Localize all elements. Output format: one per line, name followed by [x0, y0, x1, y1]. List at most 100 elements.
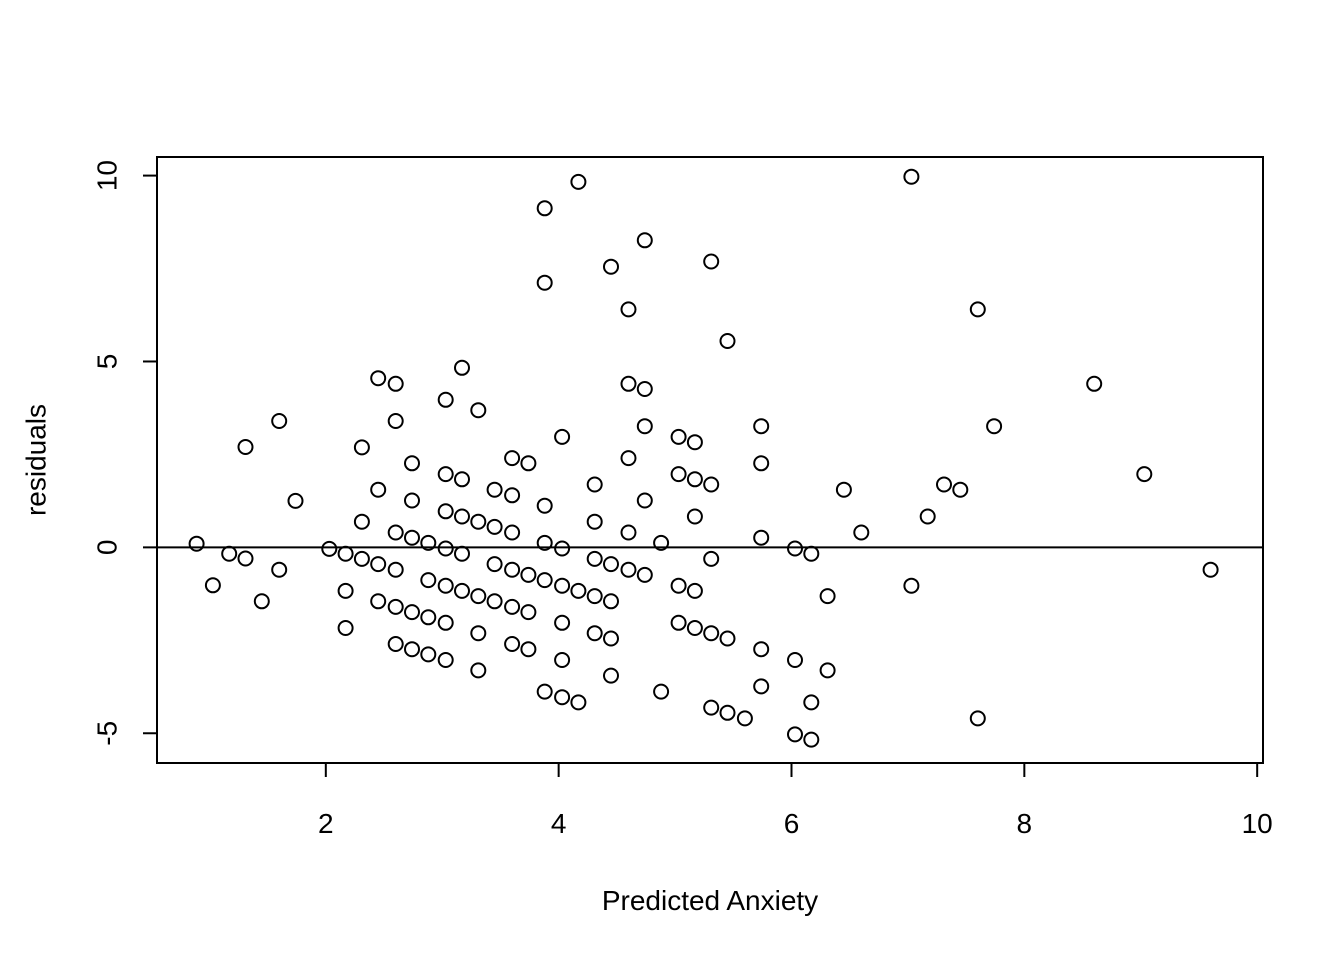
data-point [736, 710, 753, 727]
data-point [387, 375, 404, 392]
data-point [636, 566, 653, 583]
data-point [454, 545, 470, 562]
data-point [353, 513, 370, 530]
data-point [1202, 561, 1219, 578]
data-point [636, 492, 653, 509]
data-point [936, 476, 952, 493]
data-point [536, 683, 553, 700]
data-point [520, 641, 537, 658]
data-point [387, 636, 404, 652]
data-point [670, 577, 687, 594]
x-tick-label: 8 [1017, 808, 1033, 839]
data-point [853, 524, 870, 541]
data-point [903, 577, 920, 594]
y-tick-label: 10 [92, 160, 123, 191]
data-point [586, 588, 603, 605]
data-point [387, 561, 404, 578]
data-point [504, 636, 521, 652]
data-point [603, 667, 619, 684]
data-point [536, 274, 553, 291]
data-point [504, 561, 521, 578]
data-point [603, 258, 619, 275]
data-point [919, 508, 936, 525]
data-point [686, 582, 703, 599]
points-layer [188, 168, 1219, 748]
data-point [437, 577, 454, 594]
y-axis-label: residuals [21, 404, 52, 516]
data-point [753, 529, 770, 546]
data-point [554, 540, 571, 557]
data-point [470, 513, 487, 530]
data-point [803, 545, 820, 562]
data-point [570, 694, 587, 711]
data-point [520, 566, 537, 583]
y-axis: -5 0 5 10 [92, 160, 157, 746]
data-point [686, 508, 703, 525]
data-point [420, 646, 437, 663]
data-point [670, 466, 687, 483]
data-point [387, 598, 404, 615]
data-point [536, 572, 553, 589]
data-point [370, 556, 387, 573]
data-point [686, 620, 703, 636]
data-point [554, 689, 571, 706]
data-point [404, 529, 420, 546]
data-point [819, 588, 836, 605]
data-point [404, 604, 420, 621]
data-point [353, 550, 370, 567]
data-point [753, 641, 770, 658]
data-point [753, 418, 770, 435]
data-point [787, 726, 803, 743]
data-point [337, 620, 354, 636]
x-axis: 2 4 6 8 10 [318, 763, 1273, 839]
data-point [404, 455, 420, 472]
data-point [486, 518, 503, 535]
y-tick-label: 5 [92, 354, 123, 370]
data-point [486, 593, 503, 610]
data-point [454, 359, 470, 376]
data-point [370, 481, 387, 498]
data-point [586, 625, 603, 642]
data-point [636, 381, 653, 397]
data-point [703, 253, 720, 270]
data-point [520, 604, 537, 621]
data-point [188, 535, 205, 552]
data-point [504, 524, 521, 541]
data-point [437, 503, 454, 520]
data-point [253, 593, 270, 610]
data-point [486, 481, 503, 498]
data-point [803, 694, 820, 711]
data-point [653, 534, 670, 551]
data-point [554, 614, 571, 631]
data-point [986, 418, 1003, 435]
data-point [803, 731, 820, 748]
data-point [603, 630, 619, 647]
data-point [586, 476, 603, 493]
data-point [835, 481, 852, 498]
data-point [204, 577, 221, 594]
data-point [554, 577, 571, 594]
data-point [287, 492, 304, 509]
data-point [570, 173, 587, 190]
data-point [686, 471, 703, 488]
data-point [554, 652, 571, 668]
x-tick-label: 6 [784, 808, 800, 839]
data-point [653, 683, 670, 700]
data-point [437, 466, 454, 483]
data-point [554, 428, 571, 445]
data-point [454, 471, 470, 488]
data-point [753, 678, 770, 695]
data-point [504, 450, 521, 467]
x-tick-label: 10 [1242, 808, 1273, 839]
data-point [370, 593, 387, 610]
data-point [636, 232, 653, 249]
data-point [536, 200, 553, 217]
data-point [952, 481, 969, 498]
data-point [819, 662, 836, 679]
data-point [454, 508, 470, 525]
data-point [387, 524, 404, 541]
data-point [437, 391, 454, 408]
data-point [437, 614, 454, 631]
data-point [670, 428, 687, 445]
